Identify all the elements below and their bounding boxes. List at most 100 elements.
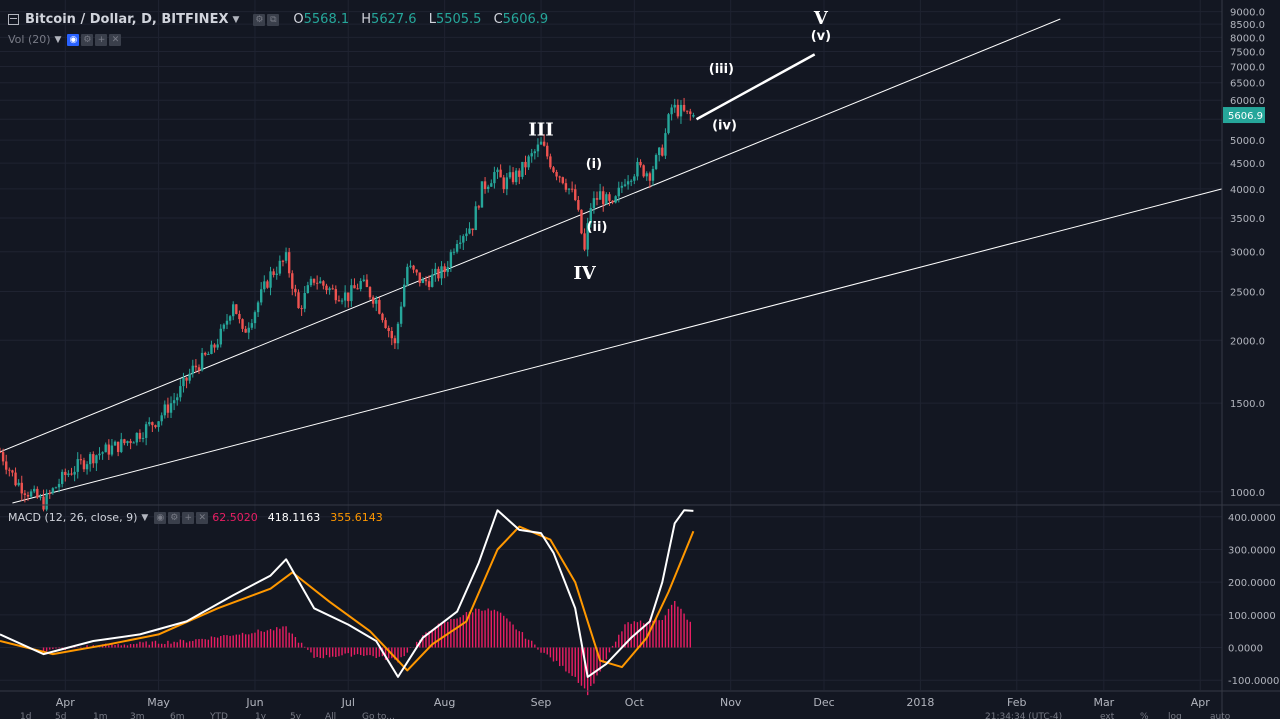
y-tick-label: 2000.0 [1230,336,1265,347]
candle-body [418,272,421,283]
candle-body [440,266,443,279]
bottom-toolbar[interactable]: 1d 5d 1m 3m 6m YTD 1y 5y All Go to... 21:34:34 (UT… [0,712,1280,719]
candle-body [107,444,111,455]
candle-body [45,492,48,510]
candle-body [381,313,384,321]
candle-body [76,459,79,472]
candle-body [483,181,487,189]
candle-body [182,377,185,387]
collapse-icon[interactable] [8,14,19,25]
chevron-down-icon[interactable]: ▼ [54,34,62,45]
x-tick-label: Aug [434,696,455,709]
wave-label: III [528,120,553,141]
candle-body [20,482,23,494]
candle-body [626,181,630,185]
candle-body [527,156,530,168]
settings-icon[interactable]: ⚙ [81,33,94,46]
chevron-down-icon[interactable]: ▼ [141,512,149,523]
macd-signal-value: 355.6143 [330,511,383,524]
candle-body [679,104,683,117]
candle-body [437,268,440,279]
candle-body [101,452,104,454]
bottom-bar-item[interactable]: All [325,712,337,719]
bottom-bar-item[interactable]: 21:34:34 (UTC-4) [985,712,1063,719]
bottom-bar-item[interactable]: 5d [55,712,67,719]
close-icon[interactable]: ✕ [196,511,209,524]
candle-body [539,141,543,145]
bottom-bar-item[interactable]: log [1168,712,1182,719]
candle-body [132,442,135,444]
candle-body [661,147,664,156]
copy-icon[interactable]: ⧉ [267,13,280,26]
bottom-bar-item[interactable]: auto [1210,712,1231,719]
eye-icon[interactable]: ◉ [67,33,80,46]
close-label: C [493,12,503,27]
candle-body [17,482,20,486]
candle-body [266,281,269,288]
bottom-bar-item[interactable]: ext [1100,712,1115,719]
candle-body [496,169,499,173]
candle-body [269,271,272,288]
candle-body [154,425,157,428]
candle-body [406,266,409,285]
symbol-title[interactable]: Bitcoin / Dollar, D, BITFINEX [25,12,229,27]
candle-body [88,454,92,465]
candle-body [64,471,67,476]
candle-body [67,473,70,476]
add-icon[interactable]: + [95,33,108,46]
candle-body [216,344,219,348]
eye-icon[interactable]: ◉ [154,511,167,524]
candle-body [113,441,117,446]
candle-body [555,171,558,177]
candle-body [219,328,222,345]
bottom-bar-item[interactable]: % [1140,712,1149,719]
wave-label: (i) [586,157,602,172]
macd-y-tick-label: -100.0000 [1228,676,1279,687]
chevron-down-icon[interactable]: ▼ [232,14,240,25]
close-icon[interactable]: ✕ [109,33,122,46]
bottom-bar-item[interactable]: 3m [130,712,145,719]
candle-body [197,367,201,371]
bottom-bar-item[interactable]: 1d [20,712,32,719]
candle-body [685,110,689,112]
candle-body [337,300,341,302]
bottom-bar-item[interactable]: 1y [255,712,267,719]
candle-body [51,488,55,494]
candle-body [415,269,418,273]
bottom-bar-item[interactable]: YTD [210,712,228,719]
macd-label[interactable]: MACD (12, 26, close, 9) [8,511,138,524]
settings-icon[interactable]: ⚙ [253,13,266,26]
candle-body [577,200,580,210]
add-icon[interactable]: + [182,511,195,524]
candle-body [549,156,552,168]
wave-label: V [813,8,829,29]
bottom-bar-item[interactable]: 6m [170,712,185,719]
bottom-bar-item[interactable]: 1m [93,712,108,719]
candle-body [26,494,30,497]
candle-body [458,242,462,244]
candle-body [421,279,425,283]
candle-body [365,279,369,288]
volume-label[interactable]: Vol (20) [8,33,51,46]
candle-body [443,266,446,273]
wave-label: (iii) [709,62,734,77]
candle-body [210,344,213,354]
candle-body [654,155,658,169]
candle-body [272,271,275,275]
candle-body [592,198,596,209]
settings-icon[interactable]: ⚙ [168,511,181,524]
y-tick-label: 3500.0 [1230,214,1265,225]
y-tick-label: 7000.0 [1230,63,1265,74]
candle-body [502,177,505,190]
candle-body [14,472,17,486]
candle-body [651,168,655,181]
candle-body [241,319,244,329]
bottom-bar-item[interactable]: 5y [290,712,302,719]
candle-body [353,285,356,289]
candle-body [558,176,561,178]
bottom-bar-item[interactable]: Go to... [362,712,395,719]
candle-body [371,297,375,304]
candle-body [608,194,611,201]
